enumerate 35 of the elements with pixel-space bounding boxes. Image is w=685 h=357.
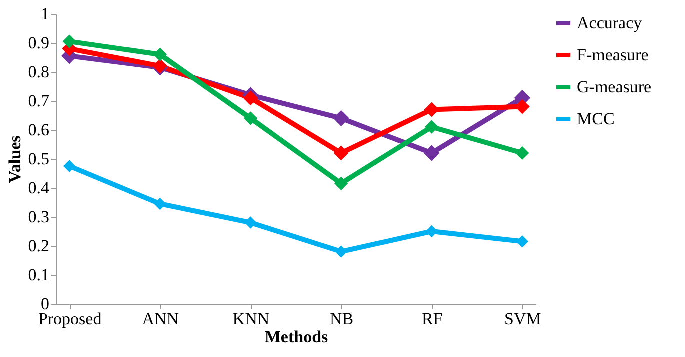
point: [244, 216, 257, 229]
point: [424, 145, 440, 162]
point: [154, 198, 166, 210]
y-tick-label: 0.1: [28, 266, 50, 284]
y-axis-title: Values: [5, 135, 24, 184]
point: [153, 48, 167, 62]
x-tick-label: NB: [330, 310, 354, 328]
y-tick-label: 0.7: [28, 92, 50, 110]
y-tick-label: 0.9: [28, 34, 50, 52]
point: [335, 246, 348, 258]
y-tick-label: 1: [41, 4, 50, 24]
legend-label: Accuracy: [577, 14, 643, 32]
point: [334, 176, 348, 190]
point: [334, 146, 349, 161]
x-tick-label: KNN: [232, 310, 270, 328]
point: [516, 146, 530, 160]
point: [62, 34, 76, 48]
point: [63, 160, 76, 172]
legend-label: F-measure: [577, 46, 649, 64]
point: [425, 120, 439, 134]
y-tick-label: 0.2: [28, 236, 50, 256]
y-tick-label: 0.4: [28, 178, 50, 198]
x-axis-title: Methods: [264, 328, 329, 346]
point: [244, 112, 258, 126]
point: [243, 90, 258, 106]
y-tick-label: 0.8: [28, 62, 50, 82]
x-tick-label: RF: [422, 310, 443, 328]
y-tick-label: 0.5: [28, 150, 50, 168]
y-tick-label: 0.3: [28, 208, 50, 226]
x-tick-label: ANN: [142, 310, 180, 328]
y-tick-label: 0.6: [28, 120, 50, 140]
x-tick-label: SVM: [504, 310, 542, 328]
point: [333, 110, 350, 126]
legend-label: MCC: [577, 110, 615, 128]
legend-label: G-measure: [577, 78, 652, 96]
